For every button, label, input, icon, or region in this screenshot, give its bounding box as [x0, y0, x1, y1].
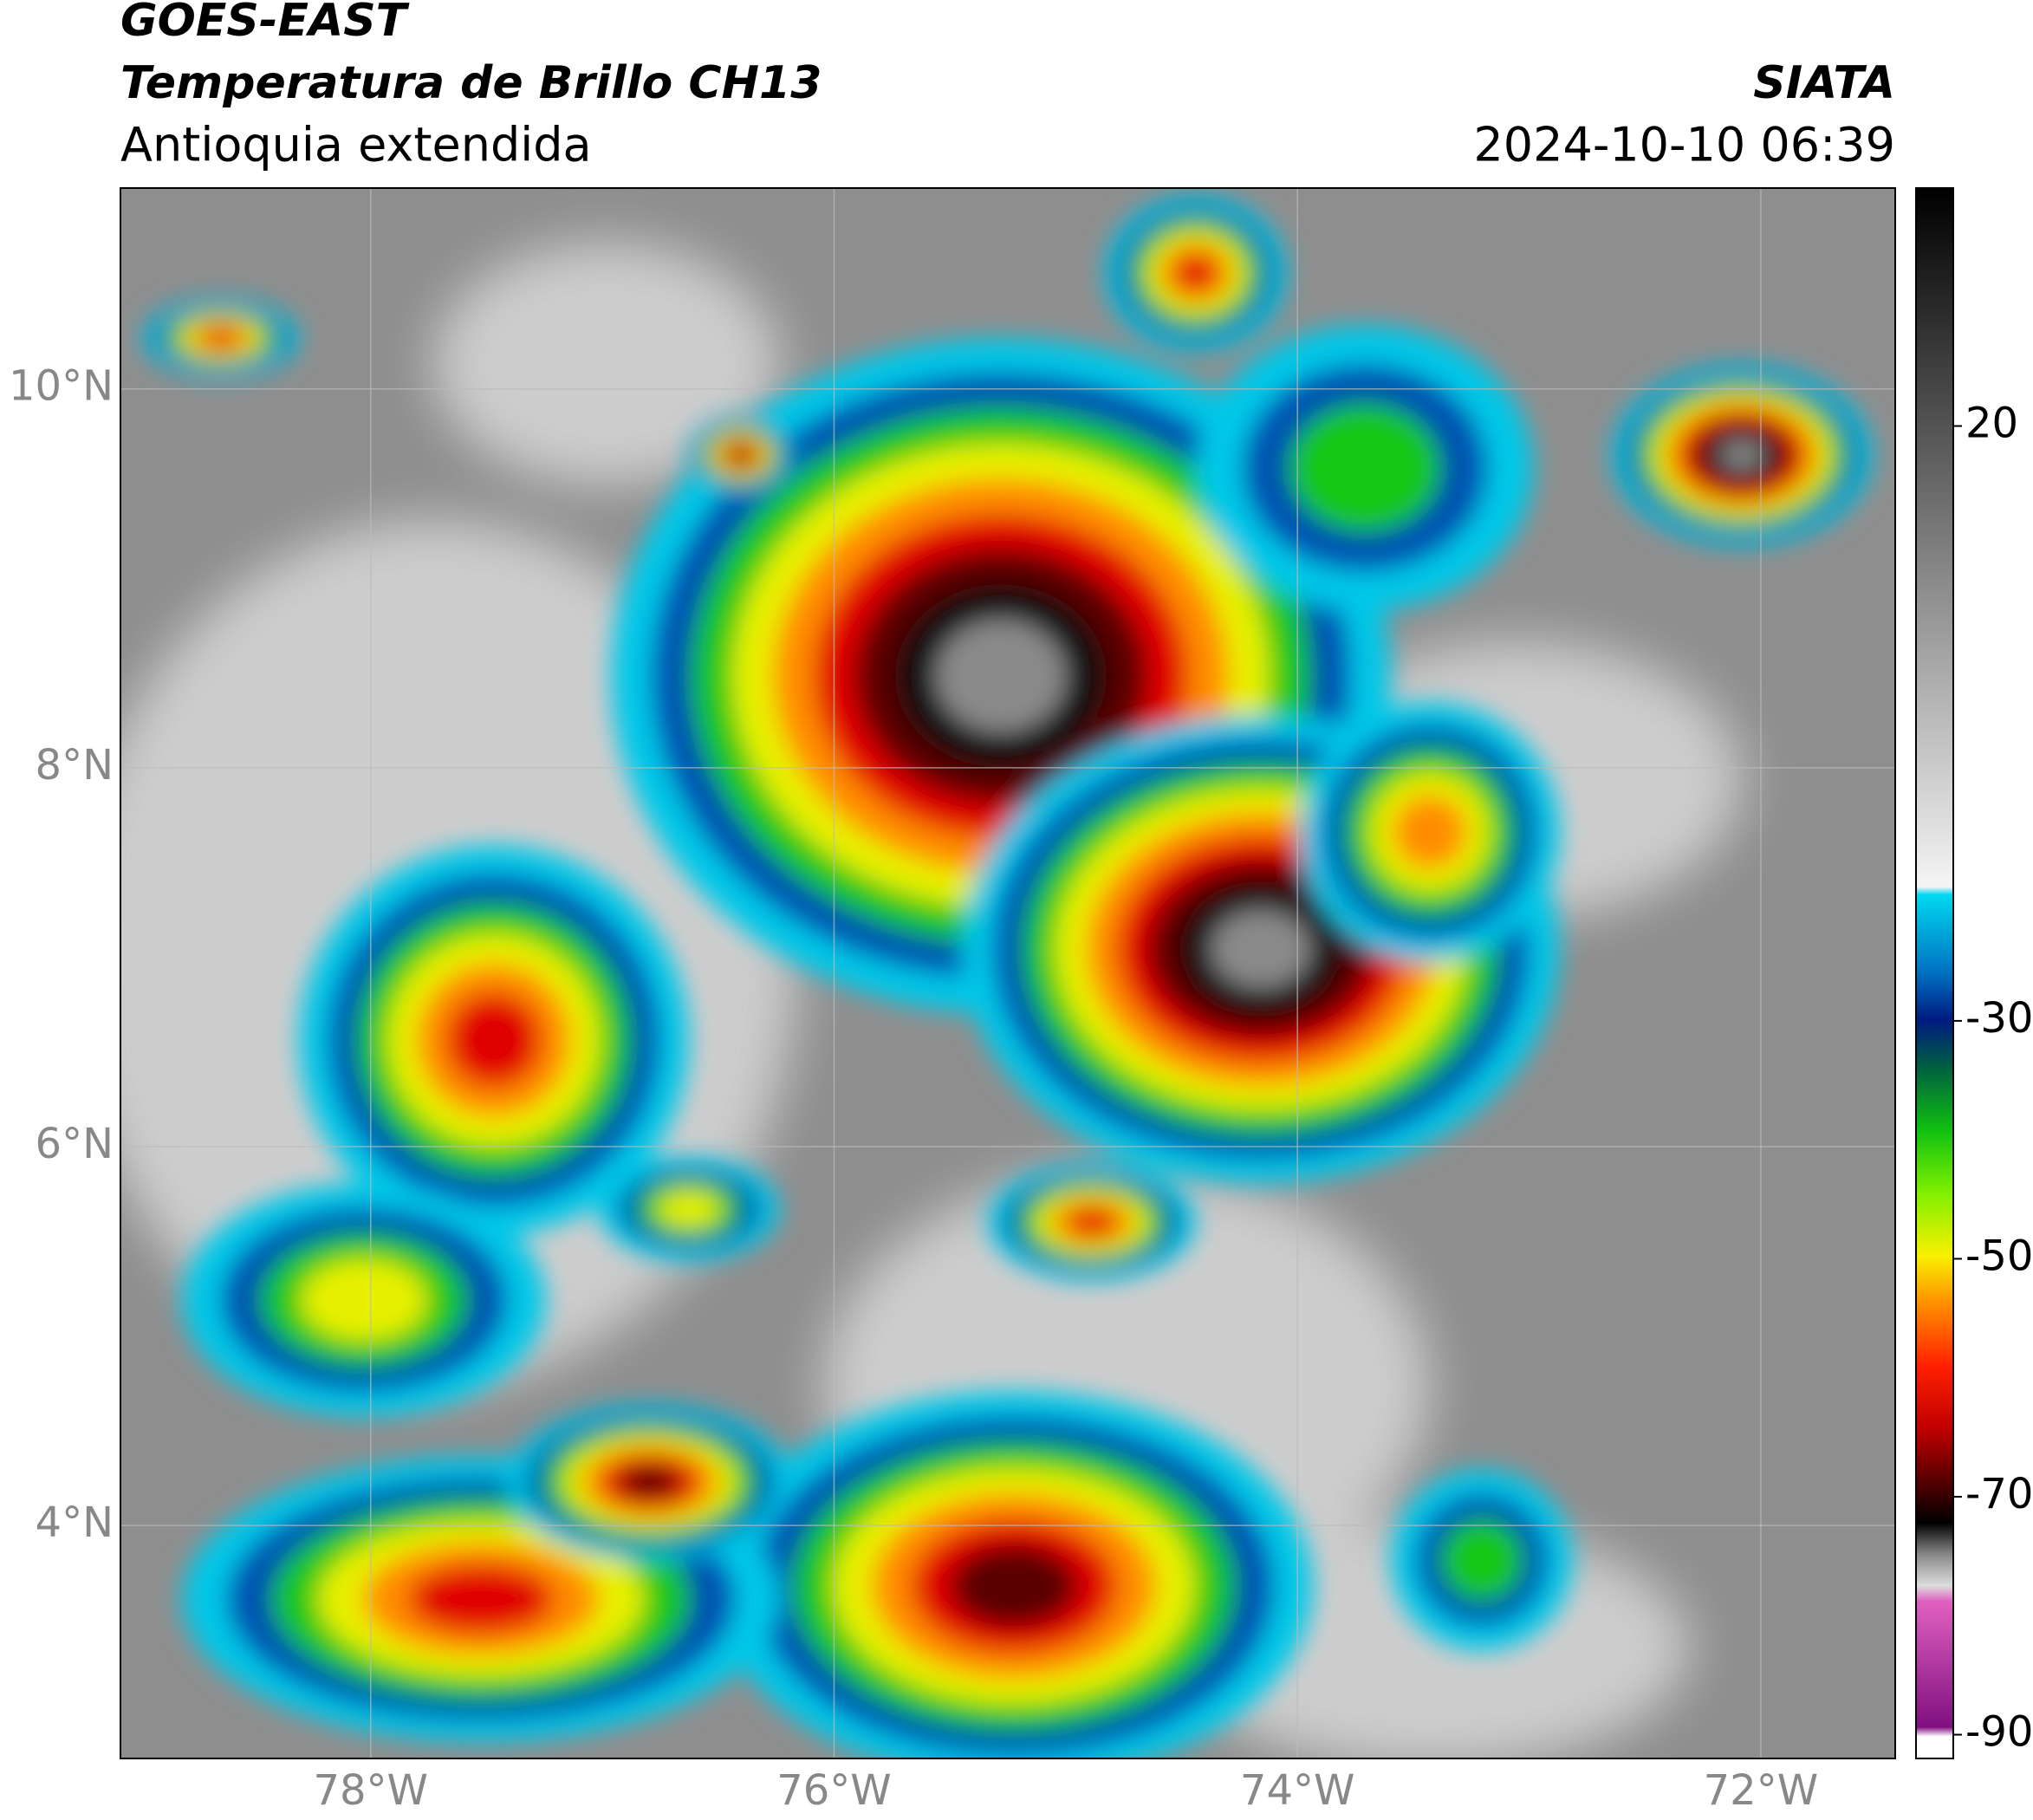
- x-tick-label: 78°W: [313, 1766, 428, 1815]
- y-tick-label: 8°N: [36, 741, 114, 790]
- subtitle: Temperatura de Brillo CH13: [120, 57, 822, 109]
- storm-level: [1211, 910, 1311, 988]
- colorbar-tick-label: -70: [1965, 1470, 2033, 1518]
- storm-level: [657, 1191, 721, 1227]
- storms: [143, 195, 1872, 1758]
- colorbar-tick-label: -50: [1965, 1232, 2033, 1280]
- storm-level: [1720, 439, 1763, 471]
- x-tick-label: 76°W: [776, 1766, 892, 1815]
- colorbar: [1915, 187, 1954, 1759]
- colorbar-tick-label: -30: [1965, 994, 2033, 1043]
- source: SIATA: [1753, 57, 1895, 109]
- y-tick-label: 10°N: [9, 362, 114, 411]
- storm-level: [1289, 404, 1440, 532]
- storm-level: [1393, 795, 1467, 869]
- colorbar-tick-label: -90: [1965, 1708, 2033, 1757]
- storm-level: [1441, 1519, 1523, 1601]
- storm-level: [1066, 1207, 1118, 1237]
- storm-level: [300, 1259, 428, 1341]
- storm-level: [730, 446, 752, 464]
- map-frame: [120, 187, 1896, 1759]
- storm-level: [620, 1466, 680, 1498]
- storm-level: [951, 1544, 1077, 1628]
- x-tick-label: 72°W: [1704, 1766, 1819, 1815]
- y-tick-label: 4°N: [36, 1498, 114, 1547]
- storm-level: [936, 620, 1066, 732]
- colorbar-tick-label: 20: [1965, 400, 2018, 448]
- title: GOES-EAST: [120, 0, 410, 47]
- x-tick-label: 74°W: [1240, 1766, 1355, 1815]
- satellite-imagery: [120, 188, 1895, 1758]
- storm-level: [408, 1564, 554, 1634]
- storm-level: [446, 992, 542, 1088]
- storm-level: [1173, 254, 1218, 292]
- timestamp: 2024-10-10 06:39: [1473, 118, 1895, 172]
- y-tick-label: 6°N: [36, 1120, 114, 1168]
- storm-level: [202, 328, 240, 348]
- region: Antioquia extendida: [120, 118, 592, 172]
